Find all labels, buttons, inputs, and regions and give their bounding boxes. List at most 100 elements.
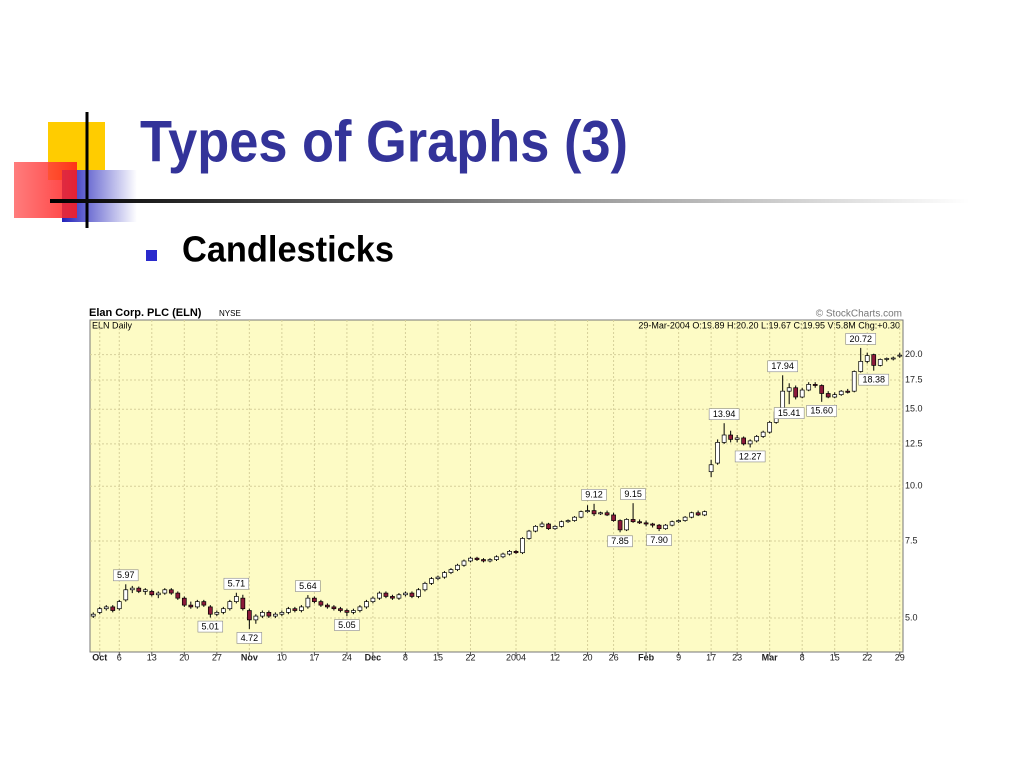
candle-body bbox=[637, 521, 642, 524]
annotation-label: 5.64 bbox=[299, 581, 317, 591]
candle-body bbox=[468, 557, 473, 562]
candle-body bbox=[611, 514, 616, 521]
annotation-label: 5.05 bbox=[338, 620, 356, 630]
x-tick-label: 15 bbox=[433, 652, 443, 662]
x-tick-label: 12 bbox=[550, 652, 560, 662]
candle-body bbox=[806, 384, 812, 391]
candle-body bbox=[448, 569, 454, 573]
candle-body bbox=[890, 357, 896, 360]
candle-body bbox=[279, 612, 285, 615]
x-tick-label: 8 bbox=[403, 652, 408, 662]
y-tick-label: 10.0 bbox=[905, 481, 923, 491]
x-tick-label: 10 bbox=[277, 652, 287, 662]
candle-body bbox=[181, 597, 187, 606]
candle-body bbox=[500, 553, 506, 558]
x-tick-label: 27 bbox=[212, 652, 222, 662]
candle-body bbox=[656, 524, 662, 530]
annotation-label: 7.85 bbox=[611, 536, 629, 546]
candle-body bbox=[767, 422, 773, 433]
candle-body bbox=[390, 596, 395, 599]
candle-body bbox=[123, 589, 129, 601]
candle-body bbox=[669, 521, 675, 526]
candle-body bbox=[539, 523, 545, 527]
candle-body bbox=[214, 612, 220, 615]
candle-body bbox=[520, 538, 525, 554]
annotation-box bbox=[773, 407, 805, 419]
candle-body bbox=[344, 610, 350, 613]
annotation-box bbox=[334, 619, 360, 631]
candle-body bbox=[877, 359, 883, 366]
y-tick-label: 7.5 bbox=[905, 535, 918, 545]
candle-body bbox=[572, 516, 577, 521]
candle-body bbox=[227, 601, 233, 610]
candle-body bbox=[396, 594, 402, 599]
candle-body bbox=[364, 601, 369, 608]
candle-body bbox=[455, 564, 460, 570]
candle-body bbox=[793, 387, 799, 398]
deco-hline bbox=[50, 199, 970, 203]
candle-body bbox=[552, 525, 558, 530]
x-tick-label: 24 bbox=[342, 652, 352, 662]
x-tick-label: 2004 bbox=[506, 652, 526, 662]
annotation-label: 9.12 bbox=[585, 490, 603, 500]
candle-body bbox=[331, 606, 337, 610]
candle-body bbox=[812, 384, 818, 386]
candle-body bbox=[624, 519, 629, 531]
x-tick-label: Mar bbox=[762, 652, 779, 662]
candle-body bbox=[201, 601, 207, 606]
y-tick-label: 20.0 bbox=[905, 349, 923, 359]
candle-body bbox=[884, 358, 890, 360]
candle-body bbox=[162, 589, 168, 594]
x-tick-label: 17 bbox=[706, 652, 716, 662]
candle-body bbox=[487, 559, 493, 562]
candle-body bbox=[663, 524, 668, 530]
candle-body bbox=[689, 512, 694, 518]
candle-body bbox=[591, 510, 597, 515]
candle-body bbox=[318, 601, 324, 606]
candle-body bbox=[305, 597, 311, 608]
candle-body bbox=[864, 355, 870, 362]
annotation-box bbox=[236, 632, 263, 644]
candle-body bbox=[643, 522, 649, 525]
candle-body bbox=[110, 606, 116, 611]
candle-body bbox=[253, 615, 259, 621]
annotation-box bbox=[806, 405, 838, 417]
candle-body bbox=[403, 592, 408, 596]
annotation-label: 13.94 bbox=[713, 409, 736, 419]
candle-body bbox=[825, 393, 831, 398]
candle-body bbox=[461, 560, 467, 566]
y-tick-label: 5.0 bbox=[905, 612, 918, 622]
candle-body bbox=[851, 371, 857, 392]
x-tick-label: Oct bbox=[92, 652, 107, 662]
bullet-marker bbox=[146, 250, 157, 261]
annotation-box bbox=[197, 620, 224, 633]
candle-body bbox=[266, 612, 272, 617]
annotation-box bbox=[767, 360, 798, 373]
candle-body bbox=[897, 354, 903, 357]
candle-body bbox=[708, 464, 714, 473]
candle-body bbox=[832, 394, 838, 398]
annotation-box bbox=[620, 488, 646, 500]
candle-body bbox=[116, 601, 122, 610]
candle-body bbox=[220, 608, 226, 613]
candle-body bbox=[845, 390, 851, 393]
candle-body bbox=[377, 592, 382, 599]
candle-body bbox=[507, 551, 512, 555]
annotation-box bbox=[581, 489, 607, 501]
candle-body bbox=[103, 606, 109, 610]
x-tick-label: Nov bbox=[241, 652, 258, 662]
candle-body bbox=[702, 511, 707, 516]
y-tick-label: 17.5 bbox=[905, 374, 923, 384]
annotation-box bbox=[646, 534, 672, 546]
annotation-label: 5.97 bbox=[117, 570, 135, 580]
candle-body bbox=[481, 559, 486, 562]
candle-body bbox=[578, 511, 584, 518]
y-tick-label: 12.5 bbox=[905, 438, 923, 448]
exchange: NYSE bbox=[219, 309, 241, 318]
x-tick-label: 15 bbox=[830, 652, 840, 662]
annotation-box bbox=[113, 569, 139, 582]
annotation-box bbox=[845, 333, 877, 345]
annotation-box bbox=[223, 577, 250, 590]
candle-body bbox=[754, 436, 760, 442]
